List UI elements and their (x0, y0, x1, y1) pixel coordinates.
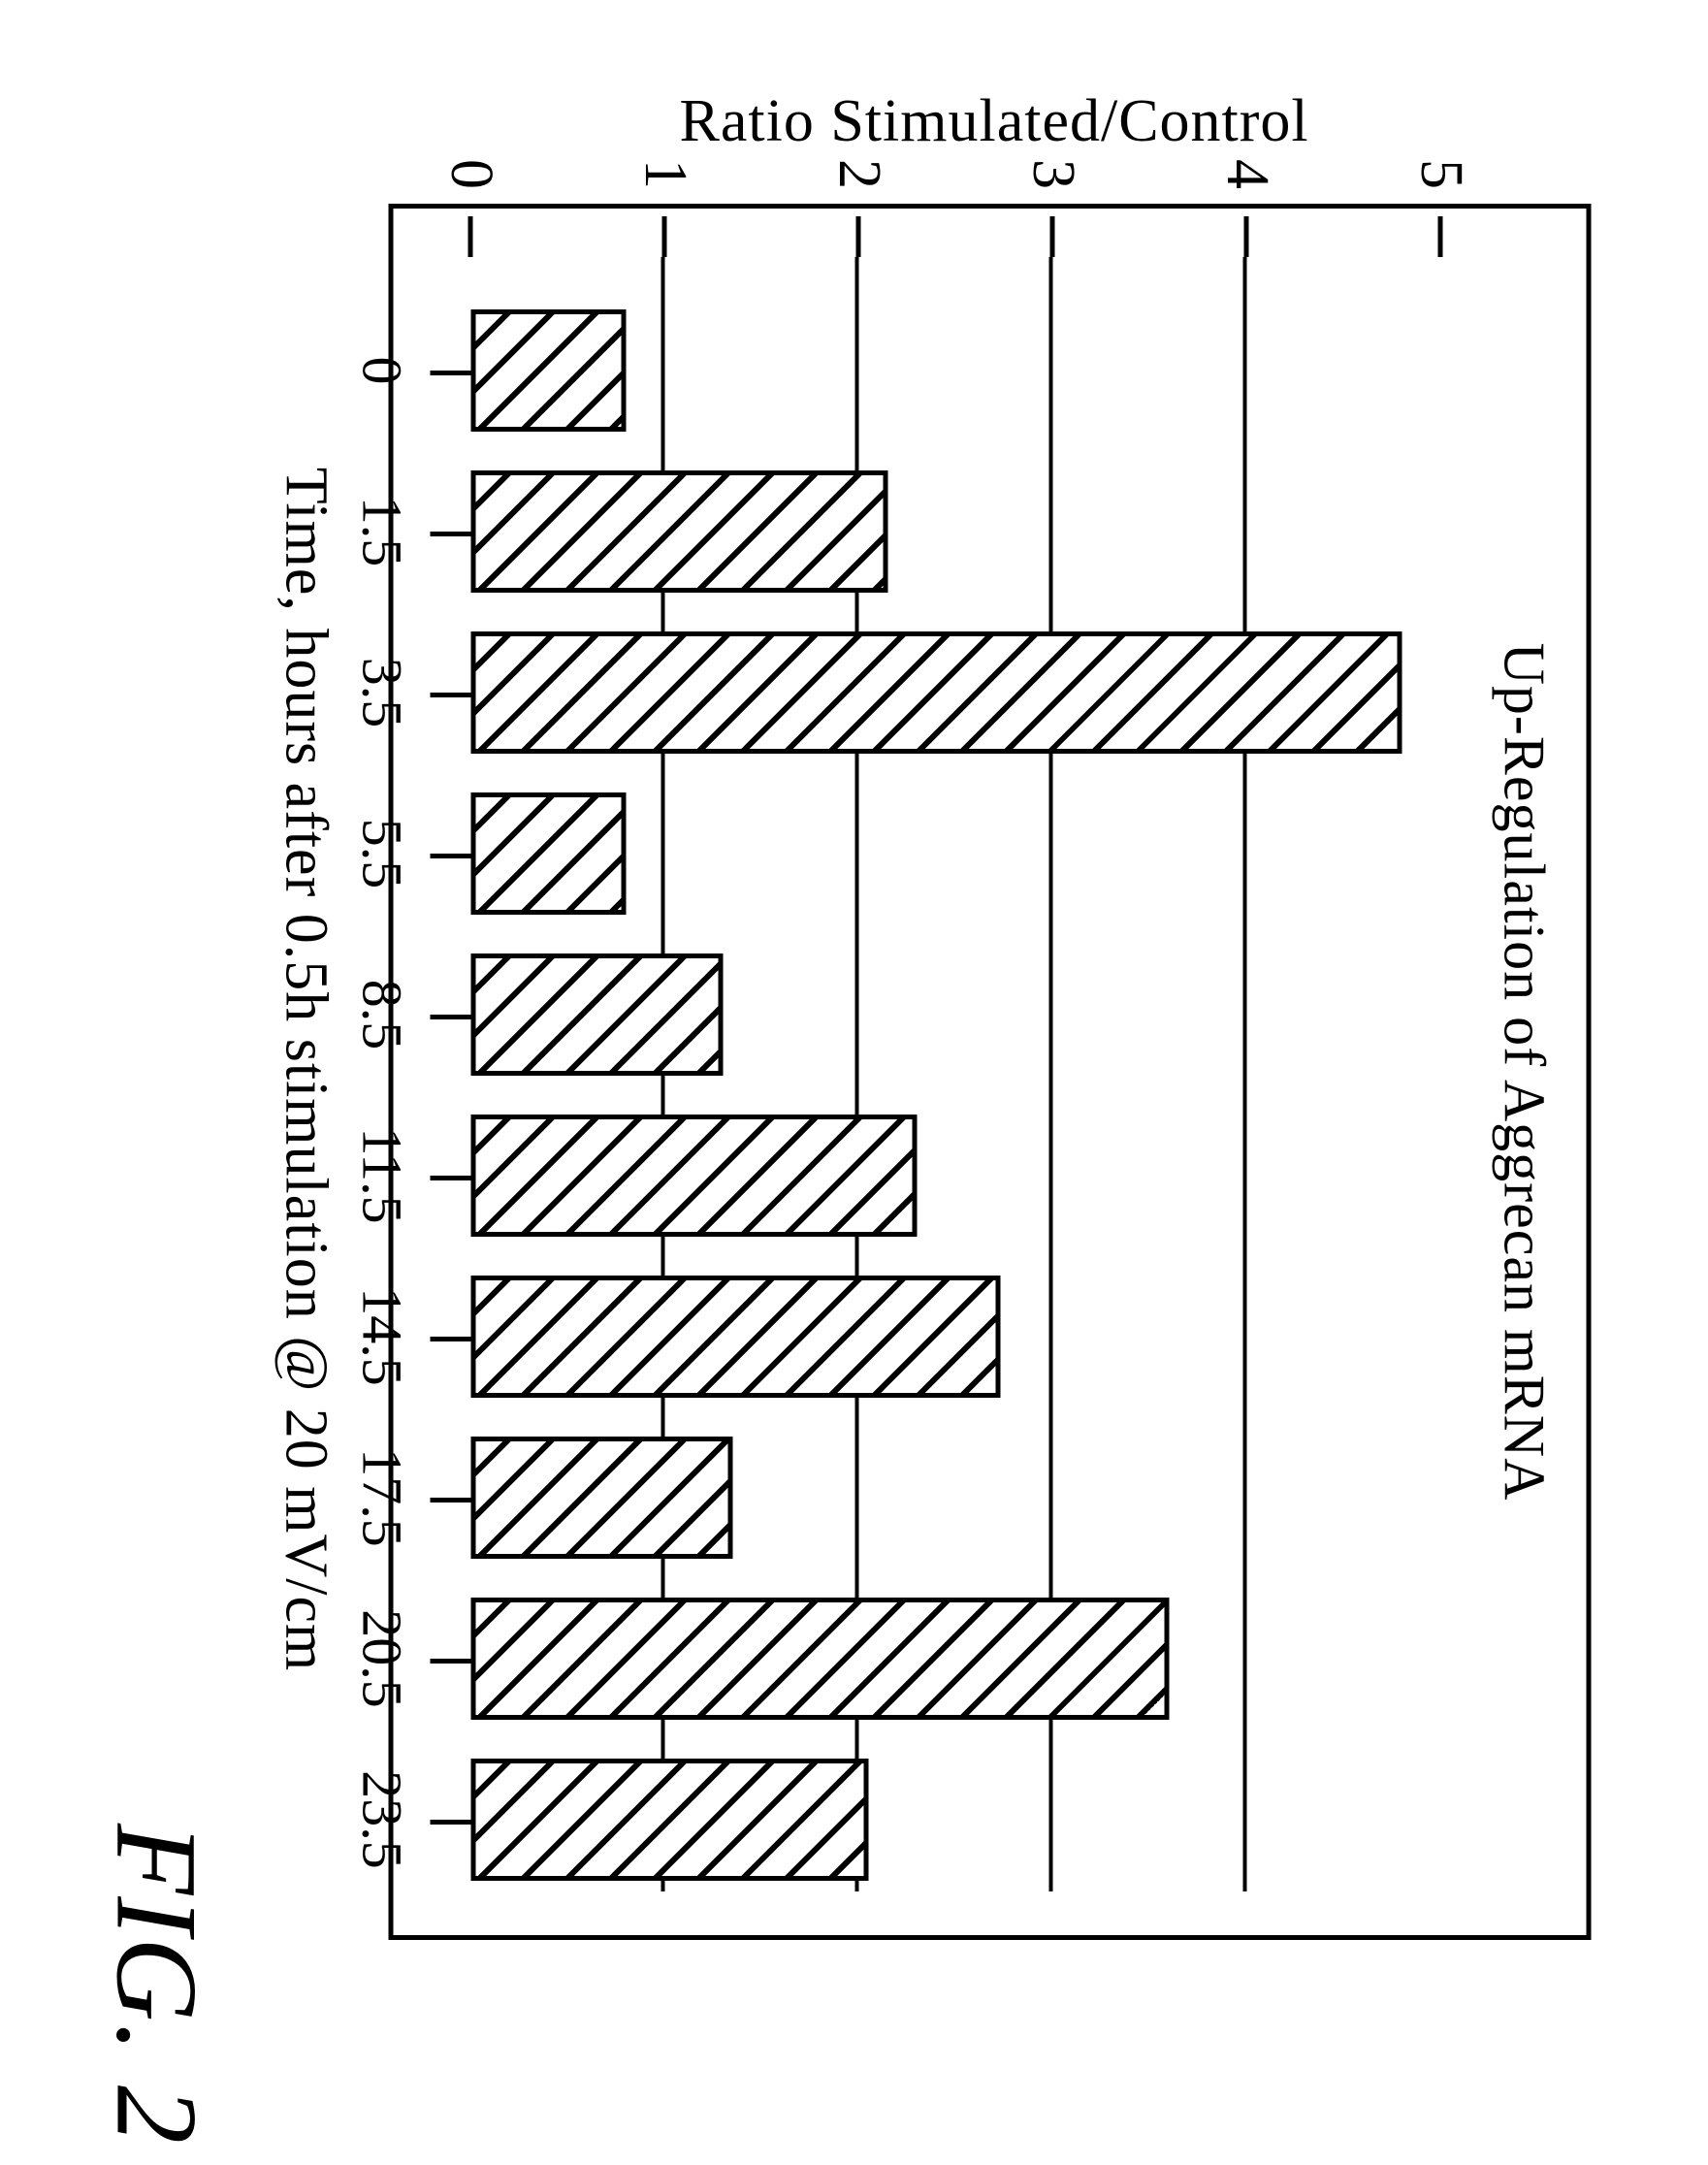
bar (471, 631, 1402, 754)
bar (471, 953, 724, 1076)
bar-hatch (471, 1759, 869, 1881)
bar (471, 1437, 733, 1559)
bar (471, 1598, 1170, 1720)
y-tick-label: 1 (630, 159, 699, 257)
bar (471, 1759, 869, 1881)
y-tick-label: 2 (824, 159, 893, 257)
x-axis-label: Time, hours after 0.5h stimulation @ 20 … (272, 252, 340, 1887)
x-tick-label: 5.5 (350, 819, 471, 889)
bar-hatch (471, 792, 627, 915)
plot-area: 01234501.53.55.58.511.514.517.520.523.5 (471, 257, 1441, 1891)
y-axis-label: Ratio Stimulated/Control (399, 87, 1592, 156)
x-tick-label: 17.5 (350, 1448, 471, 1547)
bar (471, 1115, 918, 1237)
bar-hatch (471, 309, 627, 432)
bar (471, 1276, 1001, 1398)
bar (471, 309, 627, 432)
x-tick-label: 0 (350, 357, 471, 385)
y-gridline (1243, 257, 1247, 1891)
figure-label: FIG. 2 (90, 1824, 224, 2146)
y-tick-label: 4 (1212, 159, 1281, 257)
x-tick-label: 3.5 (350, 658, 471, 728)
bar-hatch (471, 1276, 1001, 1398)
bar-hatch (471, 1115, 918, 1237)
x-tick-label: 14.5 (350, 1287, 471, 1386)
chart-title: Up-Regulation of Aggrecan mRNA (1491, 209, 1558, 1935)
y-tick-label: 5 (1406, 159, 1475, 257)
bar (471, 470, 888, 593)
x-tick-label: 1.5 (350, 497, 471, 567)
x-tick-label: 11.5 (350, 1127, 471, 1223)
bar-hatch (471, 631, 1402, 754)
bar-hatch (471, 1437, 733, 1559)
chart-frame: Up-Regulation of Aggrecan mRNA 01234501.… (389, 204, 1592, 1940)
bar-hatch (471, 470, 888, 593)
bar-hatch (471, 1598, 1170, 1720)
bar-hatch (471, 953, 724, 1076)
bar (471, 792, 627, 915)
x-tick-label: 20.5 (350, 1609, 471, 1708)
x-tick-label: 23.5 (350, 1770, 471, 1869)
y-tick-label: 3 (1018, 159, 1087, 257)
y-tick-label: 0 (436, 159, 505, 257)
x-tick-label: 8.5 (350, 980, 471, 1050)
